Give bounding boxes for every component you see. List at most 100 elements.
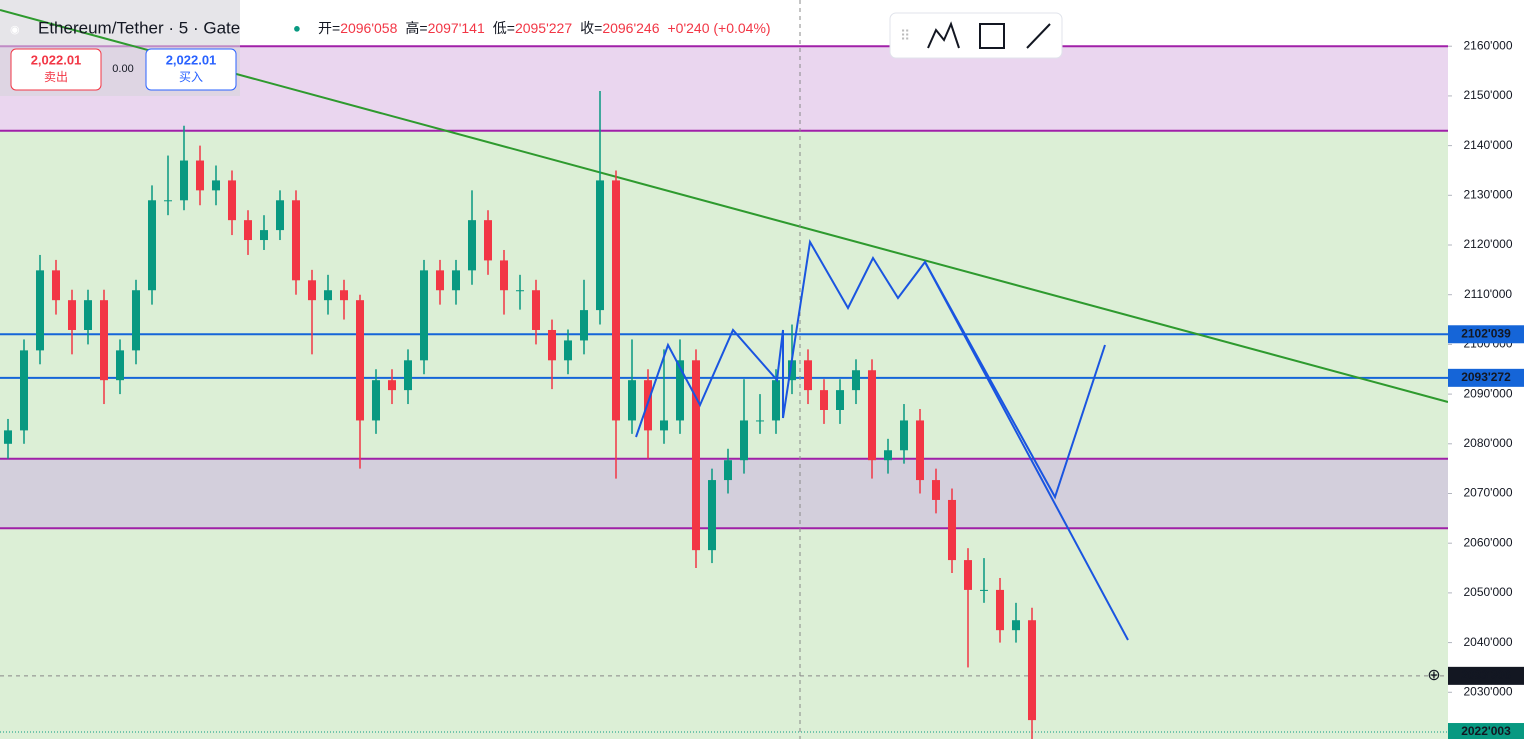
candle-body (116, 350, 124, 381)
candle-body (868, 370, 876, 461)
y-tick-label: 2040'000 (1463, 635, 1512, 649)
status-dot: ● (293, 20, 301, 35)
candle-body (916, 420, 924, 481)
trend-line (0, 9, 1449, 403)
drag-handle[interactable]: ⠿ (900, 28, 910, 44)
candle-body (724, 460, 732, 481)
last-price-label-bg (1448, 723, 1524, 742)
crosshair-label: 2033'306 (1461, 668, 1511, 682)
level-label-bg (1448, 368, 1524, 387)
drawing (635, 239, 1106, 500)
level-label: 2102'039 (1461, 326, 1511, 340)
ohlc-value: 2096'058 (340, 20, 397, 36)
toolbar: ⠿ (889, 12, 1063, 59)
pattern-tool[interactable] (927, 21, 960, 49)
candle-body (324, 290, 332, 301)
y-tick-label: 2110'000 (1464, 287, 1512, 301)
candle-body (420, 270, 428, 361)
sell-button[interactable] (10, 48, 102, 91)
candle-body (84, 300, 92, 330)
candle-body (36, 270, 44, 351)
buy-price: 2,022.01 (166, 52, 217, 67)
candle-body (228, 180, 236, 221)
candle-body (484, 220, 492, 261)
ohlc-label: 收= (580, 20, 602, 36)
rect-tool[interactable] (979, 23, 1005, 49)
line-tool[interactable] (1026, 23, 1051, 49)
y-tick-label: 2130'000 (1463, 187, 1512, 201)
ohlc-value: 2097'141 (428, 20, 485, 36)
zone (0, 46, 1448, 131)
y-tick-label: 2160'000 (1463, 38, 1512, 52)
candle-body (532, 290, 540, 330)
candle-body (52, 270, 60, 301)
ohlc-label: 高= (405, 20, 427, 36)
candle-body (708, 480, 716, 551)
candle-body (884, 450, 892, 461)
y-tick-label: 2090'000 (1463, 386, 1512, 400)
candle-body (980, 589, 988, 591)
candle-body (996, 589, 1004, 631)
y-tick-label: 2120'000 (1463, 237, 1512, 251)
candle-body (388, 380, 396, 391)
candle-body (564, 340, 572, 361)
candle-body (4, 430, 12, 444)
ohlc-label: 低= (493, 20, 515, 36)
candle-body (100, 300, 108, 381)
candle-body (452, 270, 460, 291)
candle-body (68, 300, 76, 330)
candle-body (1012, 620, 1020, 631)
ohlc-value: 2095'227 (515, 20, 572, 36)
candle-body (500, 260, 508, 291)
candle-body (852, 370, 860, 391)
trade-panel: 2,022.01 卖出 0.00 2,022.01 买入 (10, 48, 237, 91)
y-tick-label: 2080'000 (1463, 436, 1512, 450)
ohlc-change: +0'240 (+0.04%) (668, 20, 771, 36)
ohlc-header: 开=2096'058 高=2097'141 低=2095'227 收=2096'246… (318, 20, 771, 36)
candle-body (516, 290, 524, 292)
y-tick-label: 2050'000 (1463, 585, 1512, 599)
candle-body (404, 360, 412, 391)
candle-body (468, 220, 476, 271)
spread: 0.00 (112, 63, 133, 75)
candle-body (660, 420, 668, 431)
candle-body (804, 360, 812, 391)
sell-label: 卖出 (44, 70, 68, 84)
candle-body (196, 160, 204, 191)
candle-body (20, 350, 28, 431)
last-price-label: 2022'003 (1461, 724, 1511, 738)
candle-body (900, 420, 908, 451)
crosshair-label-bg (1448, 666, 1524, 685)
candle-body (244, 220, 252, 241)
candle-body (164, 200, 172, 202)
candle-body (692, 360, 700, 551)
candle-body (772, 380, 780, 421)
candle-body (628, 380, 636, 421)
candle-body (932, 480, 940, 500)
candle-body (340, 290, 348, 301)
level-label: 2093'272 (1461, 370, 1511, 384)
zone (0, 528, 1448, 739)
buy-button[interactable] (145, 48, 237, 91)
title[interactable]: Ethereum/Tether · 5 · Gate (38, 18, 240, 37)
toolbar-box (889, 12, 1063, 59)
y-tick-label: 2070'000 (1463, 486, 1512, 500)
candle-body (948, 499, 956, 561)
ohlc-value: 2096'246 (602, 20, 659, 36)
coin-icon: ◉ (10, 24, 20, 36)
candle-body (756, 420, 764, 422)
candle-body (212, 180, 220, 191)
candle-body (148, 200, 156, 291)
candle-body (836, 390, 844, 411)
candle-body (260, 230, 268, 241)
crosshair-plus: ⊕ (1427, 667, 1440, 684)
candle-body (580, 310, 588, 341)
candle-body (372, 380, 380, 421)
candle-body (548, 329, 556, 361)
candle-body (1028, 620, 1036, 721)
candle-body (132, 290, 140, 351)
sell-price: 2,022.01 (31, 52, 82, 67)
candle-body (436, 270, 444, 291)
